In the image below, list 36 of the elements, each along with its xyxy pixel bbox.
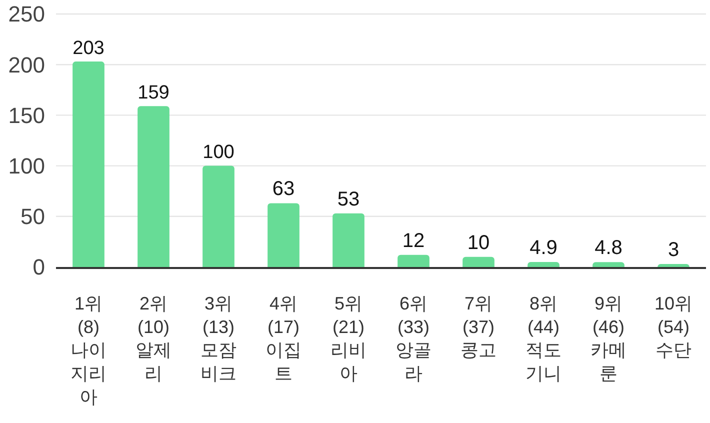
bar [658,264,690,267]
data-label: 4.9 [530,237,558,260]
x-tick-label: 8위 (44) 적도 기니 [526,293,562,384]
x-tick-label: 10위 (54) 수단 [654,293,693,360]
bar [202,166,234,267]
data-label: 3 [668,238,680,261]
bar [592,262,624,267]
x-tick-label: 9위 (46) 카메 룬 [590,293,626,384]
y-tick-label: 150 [8,102,45,128]
y-tick-label: 200 [8,52,45,78]
x-tick-label: 2위 (10) 알제 리 [136,293,172,384]
data-label: 100 [202,142,234,164]
y-tick-label: 0 [32,254,45,280]
bar [138,106,170,267]
x-tick-label: 6위 (33) 앙골 라 [396,293,432,384]
bar [398,254,430,267]
x-tick-label: 5위 (21) 리비 아 [330,293,366,384]
bar [268,203,300,267]
bar [332,213,364,267]
y-tick-label: 50 [20,204,45,230]
y-tick-label: 250 [8,2,45,27]
data-label: 159 [138,82,170,104]
bar [72,62,104,267]
x-tick-label: 7위 (37) 콩고 [460,293,496,360]
data-label: 203 [72,38,104,59]
data-label: 10 [467,232,490,254]
data-label: 12 [402,230,425,252]
x-tick-label: 3위 (13) 모잠 비크 [200,293,236,384]
x-tick-label: 1위 (8) 나이 지리 아 [70,293,106,407]
bar [462,256,494,267]
bar [528,262,560,267]
data-label: 53 [337,188,360,210]
x-tick-label: 4위 (17) 이집 트 [266,293,302,384]
data-label: 63 [272,178,295,200]
y-tick-label: 100 [8,154,45,178]
data-label: 4.8 [594,237,622,260]
